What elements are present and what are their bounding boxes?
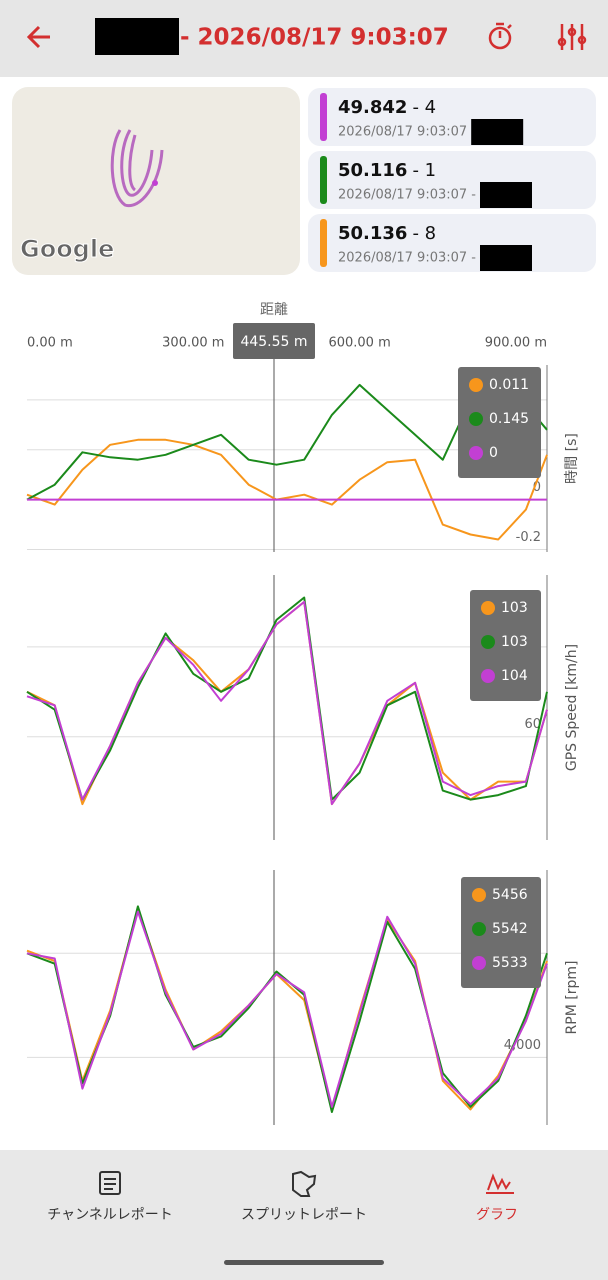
home-indicator xyxy=(224,1260,384,1265)
x-tick-label: 300.00 m xyxy=(162,336,224,351)
tab-label[interactable]: グラフ xyxy=(476,1207,518,1223)
lap-date: 2026/08/17 9:03:07 xyxy=(338,125,467,140)
redacted xyxy=(95,18,179,55)
lap-number: - 8 xyxy=(412,223,436,244)
y-tick-label: 4,000 xyxy=(504,1038,541,1053)
series-line xyxy=(26,596,548,801)
lap-date: 2026/08/17 9:03:07 - xyxy=(338,251,476,266)
stopwatch-icon[interactable] xyxy=(488,22,512,50)
tooltip-value: 0 xyxy=(489,445,498,461)
cursor-badge xyxy=(233,323,315,359)
lap-title: 50.116- 1 xyxy=(338,160,436,181)
x-tick-label: 900.00 m xyxy=(485,336,547,351)
map-attribution: Google xyxy=(20,235,114,263)
tooltip-dot xyxy=(469,412,483,426)
settings-icon[interactable] xyxy=(557,24,587,50)
redacted xyxy=(471,119,524,145)
track-position xyxy=(152,180,158,186)
x-tick-label: 600.00 m xyxy=(328,336,390,351)
y-tick-label: 60 xyxy=(524,717,541,732)
cursor-label: 445.55 m xyxy=(240,334,307,350)
tooltip-value: 103 xyxy=(501,600,528,616)
lap-time: 50.116 xyxy=(338,160,407,181)
y-axis-label: RPM [rpm] xyxy=(564,961,580,1035)
y-axis-label: 時間 [s] xyxy=(564,433,580,484)
y-axis-label: GPS Speed [km/h] xyxy=(564,644,580,771)
tooltip-dot xyxy=(469,446,483,460)
tooltip-dot xyxy=(472,922,486,936)
tooltip-dot xyxy=(481,635,495,649)
lap-color xyxy=(320,156,327,204)
x-tick-label: 0.00 m xyxy=(27,336,73,351)
tooltip-dot xyxy=(472,956,486,970)
tooltip-value: 5456 xyxy=(492,887,528,903)
x-axis-label: 距離 xyxy=(260,301,288,318)
tab-icon[interactable] xyxy=(486,1173,514,1194)
tooltip-dot xyxy=(472,888,486,902)
tooltip-dot xyxy=(469,378,483,392)
series-line xyxy=(26,600,548,806)
lap-color xyxy=(320,219,327,267)
series-line xyxy=(26,600,548,806)
y-tick-label: 0 xyxy=(533,480,541,495)
lap-color xyxy=(320,93,327,141)
tooltip-dot xyxy=(481,601,495,615)
lap-title: 50.136- 8 xyxy=(338,223,436,244)
tooltip-dot xyxy=(481,669,495,683)
lap-number: - 1 xyxy=(412,160,436,181)
tooltip-value: 0.011 xyxy=(489,377,529,393)
series-line xyxy=(26,438,548,541)
header-title: - 2026/08/17 9:03:07 xyxy=(180,25,449,51)
tooltip-value: 5542 xyxy=(492,921,528,937)
lap-card[interactable] xyxy=(308,88,596,146)
tooltip-value: 0.145 xyxy=(489,411,529,427)
lap-date: 2026/08/17 9:03:07 - xyxy=(338,188,476,203)
lap-time: 50.136 xyxy=(338,223,407,244)
tooltip-value: 103 xyxy=(501,634,528,650)
tab-icon[interactable] xyxy=(99,1171,121,1195)
track-path xyxy=(110,129,164,208)
tab-label[interactable]: チャンネルレポート xyxy=(47,1207,173,1223)
back-button[interactable] xyxy=(26,25,50,49)
lap-title: 49.842- 4 xyxy=(338,97,436,118)
lap-number: - 4 xyxy=(412,97,436,118)
y-tick-label: -0.2 xyxy=(516,530,541,545)
tab-label[interactable]: スプリットレポート xyxy=(241,1207,367,1223)
tooltip-value: 5533 xyxy=(492,955,528,971)
tooltip-value: 104 xyxy=(501,668,528,684)
lap-time: 49.842 xyxy=(338,97,407,118)
series-line xyxy=(26,910,548,1108)
tab-icon[interactable] xyxy=(292,1170,317,1197)
redacted xyxy=(480,182,532,208)
redacted xyxy=(480,245,532,271)
